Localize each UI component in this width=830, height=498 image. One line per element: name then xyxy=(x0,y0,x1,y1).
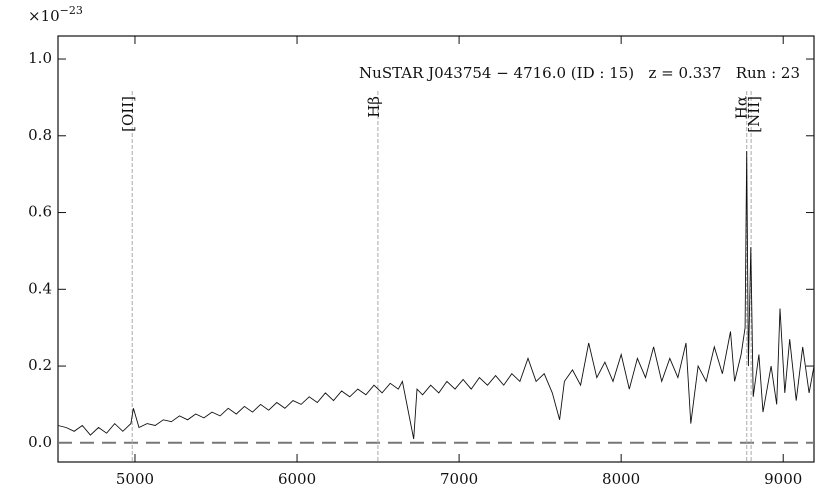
y-tick-label: 0.8 xyxy=(28,126,52,144)
y-tick-label: 0.4 xyxy=(28,279,52,297)
y-tick-label: 1.0 xyxy=(28,49,52,67)
x-tick-label: 8000 xyxy=(602,470,640,488)
annotation: NuSTAR J043754 − 4716.0 (ID : 15) z = 0.… xyxy=(359,64,800,82)
x-tick-label: 6000 xyxy=(278,470,316,488)
emission-label: [OII] xyxy=(119,96,137,132)
x-tick-label: 9000 xyxy=(764,470,802,488)
x-tick-label: 5000 xyxy=(116,470,154,488)
emission-label: Hα xyxy=(733,96,751,119)
emission-label: Hβ xyxy=(365,96,383,118)
y-tick-label: 0.6 xyxy=(28,203,52,221)
y-multiplier: ×10−23 xyxy=(28,4,83,25)
y-tick-label: 0.0 xyxy=(28,433,52,451)
y-tick-label: 0.2 xyxy=(28,356,52,374)
plot-frame xyxy=(57,35,815,463)
emission-label: [NII] xyxy=(745,96,763,133)
x-tick-label: 7000 xyxy=(440,470,478,488)
spectrum-line xyxy=(57,151,815,440)
